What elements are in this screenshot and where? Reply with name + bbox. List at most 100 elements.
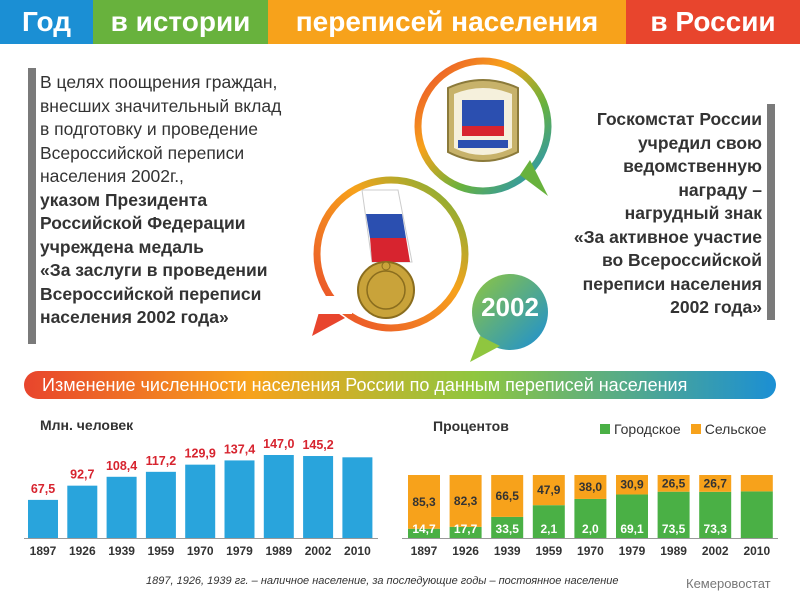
- right-line: «За активное участие: [573, 226, 762, 247]
- urban-value-label: 73,3: [704, 522, 728, 536]
- legend-swatch-rural: [690, 424, 701, 434]
- population-value-label: 129,9: [185, 447, 216, 461]
- urban-value-label: 73,5: [662, 522, 686, 536]
- urban-bar: [532, 505, 565, 538]
- urban-bar: [740, 491, 773, 538]
- source-label: Кемеровостат: [686, 576, 771, 591]
- population-tick-label: 1989: [265, 544, 292, 558]
- urban-value-label: 69,1: [620, 522, 644, 536]
- population-tick-label: 1939: [108, 544, 135, 558]
- population-bar: [67, 485, 98, 538]
- population-tick-label: 1897: [30, 544, 57, 558]
- population-value-label: 108,4: [106, 459, 137, 473]
- rural-value-label: 26,7: [704, 476, 728, 490]
- population-tick-label: 1979: [226, 544, 253, 558]
- right-bubble-text: Госкомстат России учредил свою ведомстве…: [530, 108, 762, 320]
- left-line-bold: Российской Федерации: [40, 213, 246, 233]
- right-line: награду –: [678, 179, 762, 200]
- left-line-bold: указом Президента: [40, 189, 208, 210]
- header-segment-census: переписей населения: [268, 0, 626, 44]
- year-circle: [472, 274, 548, 350]
- urban-value-label: 2,0: [582, 522, 599, 536]
- population-bar: [224, 460, 255, 538]
- badge-ring-tail: [520, 160, 548, 196]
- section-title: Изменение численности населения России п…: [42, 375, 688, 395]
- rural-bar: [574, 475, 607, 499]
- left-line-bold: «За заслуги в проведении: [40, 260, 268, 280]
- rural-bar: [699, 475, 732, 492]
- urban-bar: [657, 491, 690, 538]
- population-bar: [145, 471, 176, 538]
- header: Год в истории переписей населения в Росс…: [0, 0, 800, 44]
- badge-ring: [414, 57, 552, 195]
- percent-tick-label: 2010: [743, 544, 770, 558]
- left-line-bold: учреждена медаль: [40, 236, 204, 257]
- urban-bar: [574, 498, 607, 538]
- population-tick-label: 2010: [344, 544, 371, 558]
- population-value-label: 67,5: [31, 482, 55, 496]
- rural-value-label: 47,9: [537, 483, 561, 497]
- right-line: нагрудный знак: [624, 203, 762, 223]
- rural-value-label: 66,5: [496, 489, 520, 503]
- right-line: учредил свою: [637, 132, 762, 153]
- left-chart-ylabel: Млн. человек: [40, 417, 134, 433]
- percent-tick-label: 1989: [660, 544, 687, 558]
- left-bubble-text: В целях поощрения граждан, внесших значи…: [40, 71, 340, 330]
- medal-icon: [357, 189, 415, 319]
- rural-bar: [532, 475, 565, 506]
- footnote: 1897, 1926, 1939 гг. – наличное населени…: [146, 575, 619, 587]
- urban-value-label: 17,7: [454, 522, 478, 536]
- left-bubble-bar: [28, 68, 36, 344]
- population-tick-label: 1959: [148, 544, 175, 558]
- percent-tick-label: 1939: [494, 544, 521, 558]
- population-bar: [28, 499, 58, 538]
- population-tick-label: 1970: [187, 544, 214, 558]
- percent-tick-label: 1926: [452, 544, 479, 558]
- header-segment-year: Год: [0, 0, 93, 44]
- percent-tick-label: 1970: [577, 544, 604, 558]
- population-bar: [342, 457, 373, 538]
- population-bar: [185, 464, 216, 538]
- census-badge-icon: [447, 79, 519, 162]
- right-chart-ylabel: Процентов: [433, 418, 509, 434]
- percent-tick-label: 1897: [411, 544, 438, 558]
- urban-value-label: 2,1: [540, 522, 557, 536]
- population-bar: [263, 455, 294, 538]
- header-segment-russia: в России: [626, 0, 800, 44]
- rural-value-label: 30,9: [620, 478, 644, 492]
- population-value-label: 92,7: [70, 468, 94, 482]
- medal-ring: [313, 176, 469, 332]
- rural-bar: [616, 475, 648, 495]
- rural-bar: [740, 475, 773, 492]
- urban-value-label: 14,7: [412, 522, 436, 536]
- left-line: в подготовку и проведение: [40, 119, 258, 139]
- percent-tick-label: 1959: [535, 544, 562, 558]
- rural-value-label: 26,5: [662, 476, 686, 490]
- population-bar: [106, 476, 137, 538]
- population-value-label: 147,0: [263, 437, 294, 451]
- urban-bar: [699, 491, 732, 538]
- right-line: Госкомстат России: [596, 109, 762, 129]
- right-line: переписи населения: [582, 273, 762, 294]
- percent-tick-label: 1979: [619, 544, 646, 558]
- rural-bar: [657, 475, 690, 492]
- right-line: во Всероссийской: [601, 250, 762, 270]
- right-line: ведомственную: [623, 156, 762, 176]
- rural-bar: [449, 475, 482, 527]
- urban-bar: [408, 528, 440, 538]
- year-label: 2002: [481, 292, 539, 322]
- right-bubble-bar: [767, 104, 775, 320]
- rural-value-label: 85,3: [412, 495, 436, 509]
- left-line-bold: населения 2002 года»: [40, 307, 229, 327]
- population-value-label: 137,4: [224, 442, 255, 456]
- left-line: внесших значительный вклад: [40, 95, 282, 116]
- header-segment-history: в истории: [93, 0, 268, 44]
- urban-bar: [616, 494, 648, 538]
- urban-bar: [491, 516, 524, 538]
- left-line: населения 2002г.,: [40, 166, 184, 186]
- left-line-bold: Всероссийской переписи: [40, 283, 262, 304]
- chart-legend: Городское Сельское: [600, 421, 766, 437]
- left-line: Всероссийской переписи: [40, 142, 245, 163]
